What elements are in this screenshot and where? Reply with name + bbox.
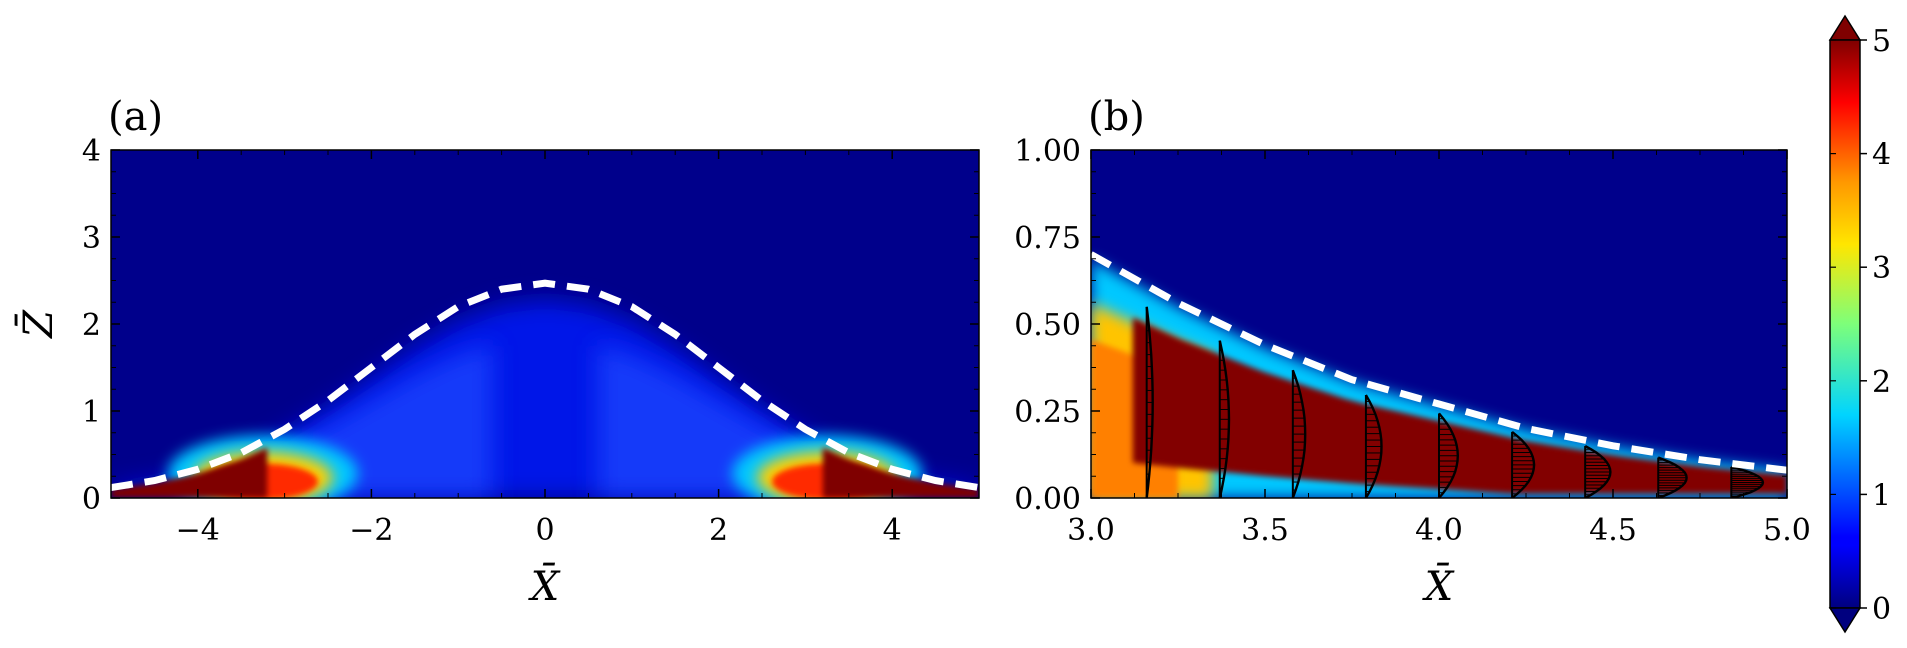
colorbar: 0 1 2 3 4 5	[1828, 14, 1891, 634]
panel-a-ylabel: Z̄	[15, 309, 62, 340]
panel-a-xtick-label: 2	[709, 513, 728, 548]
panel-a-ytick-label: 0	[82, 482, 101, 517]
panel-b-ytick-label: 0.75	[1014, 221, 1081, 256]
panel-a-ytick-label: 3	[82, 221, 101, 256]
panel-a-xtick-label: 0	[535, 513, 554, 548]
panel-b-boundary-curve	[1089, 251, 1788, 474]
panel-a-edge-layer-right	[822, 447, 979, 498]
panel-a-ytick-label: 4	[82, 134, 101, 169]
panel-b-xtick-label: 4.5	[1589, 513, 1637, 548]
panel-b-ytick-label: 0.00	[1014, 482, 1081, 517]
panel-b-xtick-label: 5.0	[1763, 513, 1811, 548]
panel-b-label: (b)	[1088, 94, 1145, 140]
panel-a-ytick-label: 1	[82, 395, 101, 430]
panel-a: −4 −2 0 2 4 0 1 2 3 4 (a) X̄ Z̄	[15, 94, 980, 610]
panel-a-boundary-curve	[110, 279, 980, 492]
panel-b-ytick-label: 0.25	[1014, 395, 1081, 430]
panel-a-xlabel: X̄	[528, 563, 561, 610]
colorbar-extend-bottom	[1828, 607, 1862, 634]
panel-b-velocity-profile	[1511, 430, 1536, 498]
colorbar-tick-label: 1	[1872, 478, 1891, 513]
panel-b-velocity-profiles	[1145, 306, 1765, 498]
colorbar-tick-label: 4	[1872, 138, 1891, 173]
colorbar-tick-label: 5	[1872, 24, 1891, 59]
panel-b-ytick-label: 1.00	[1014, 134, 1081, 169]
panel-a-xtick-label: −2	[349, 513, 393, 548]
colorbar-extend-top	[1828, 14, 1862, 41]
panel-b: 3.0 3.5 4.0 4.5 5.00.000.250.500.751.00 (b) …	[1014, 94, 1811, 610]
panel-b-xtick-label: 3.0	[1067, 513, 1115, 548]
panel-b-velocity-profile	[1218, 340, 1231, 498]
panel-a-ytick-label: 2	[82, 308, 101, 343]
panel-a-edge-layer-left	[111, 447, 268, 498]
colorbar-tick-label: 3	[1872, 251, 1891, 286]
panel-a-xtick-label: 4	[883, 513, 902, 548]
panel-b-xtick-label: 3.5	[1241, 513, 1289, 548]
colorbar-ticks: 0 1 2 3 4 5	[1830, 24, 1891, 627]
panel-b-velocity-profile	[1145, 306, 1154, 498]
panel-a-label: (a)	[108, 94, 163, 140]
colorbar-body	[1829, 39, 1861, 609]
panel-a-field	[111, 300, 979, 498]
panel-b-velocity-profile	[1584, 444, 1612, 498]
panel-b-xlabel: X̄	[1422, 563, 1455, 610]
colorbar-tick-label: 2	[1872, 365, 1891, 400]
colorbar-tick-label: 0	[1872, 592, 1891, 627]
panel-a-ticks: −4 −2 0 2 4 0 1 2 3 4	[82, 134, 979, 548]
panel-b-ytick-label: 0.50	[1014, 308, 1081, 343]
panel-b-xtick-label: 4.0	[1415, 513, 1463, 548]
panel-b-ticks: 3.0 3.5 4.0 4.5 5.0 0.00 0.25 0.50 0.75 1.00	[1014, 134, 1811, 548]
panel-a-xtick-label: −4	[176, 513, 220, 548]
